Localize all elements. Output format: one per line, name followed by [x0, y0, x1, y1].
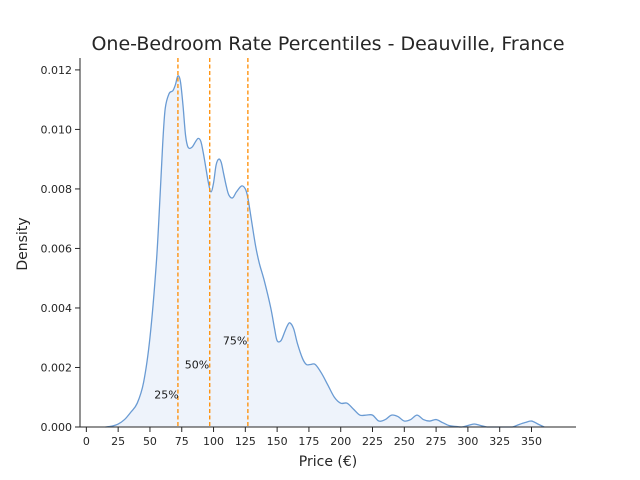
- y-tick-label: 0.008: [41, 183, 73, 196]
- x-tick-label: 225: [362, 435, 383, 448]
- x-tick-label: 150: [267, 435, 288, 448]
- x-tick-label: 175: [298, 435, 319, 448]
- x-axis: 0 25 50 75 100 125 150 175 200 225 250 275 300 325 350: [80, 427, 576, 448]
- y-axis: 0.000 0.002 0.004 0.006 0.008 0.010 0.012: [41, 58, 81, 434]
- x-tick-label: 250: [394, 435, 415, 448]
- x-tick-label: 350: [521, 435, 542, 448]
- density-fill-area: [105, 76, 544, 427]
- x-tick-label: 200: [330, 435, 351, 448]
- x-tick-label: 125: [235, 435, 256, 448]
- y-tick-label: 0.006: [41, 242, 73, 255]
- y-tick-label: 0.012: [41, 64, 73, 77]
- percentile-label-75: 75%: [223, 335, 247, 348]
- y-tick-label: 0.002: [41, 361, 73, 374]
- y-tick-label: 0.000: [41, 421, 73, 434]
- plot-area: 25% 50% 75%: [105, 58, 544, 427]
- x-tick-label: 100: [203, 435, 224, 448]
- x-tick-label: 325: [489, 435, 510, 448]
- x-tick-label: 275: [426, 435, 447, 448]
- x-tick-label: 300: [457, 435, 478, 448]
- x-tick-label: 75: [175, 435, 189, 448]
- x-axis-label: Price (€): [299, 454, 357, 470]
- y-tick-label: 0.004: [41, 302, 73, 315]
- y-axis-label: Density: [15, 217, 31, 270]
- x-tick-label: 50: [143, 435, 157, 448]
- chart-title: One-Bedroom Rate Percentiles - Deauville…: [91, 33, 564, 55]
- y-tick-label: 0.010: [41, 123, 73, 136]
- percentile-label-25: 25%: [154, 388, 178, 401]
- x-tick-label: 0: [83, 435, 90, 448]
- x-tick-label: 25: [111, 435, 125, 448]
- percentile-label-50: 50%: [185, 359, 209, 372]
